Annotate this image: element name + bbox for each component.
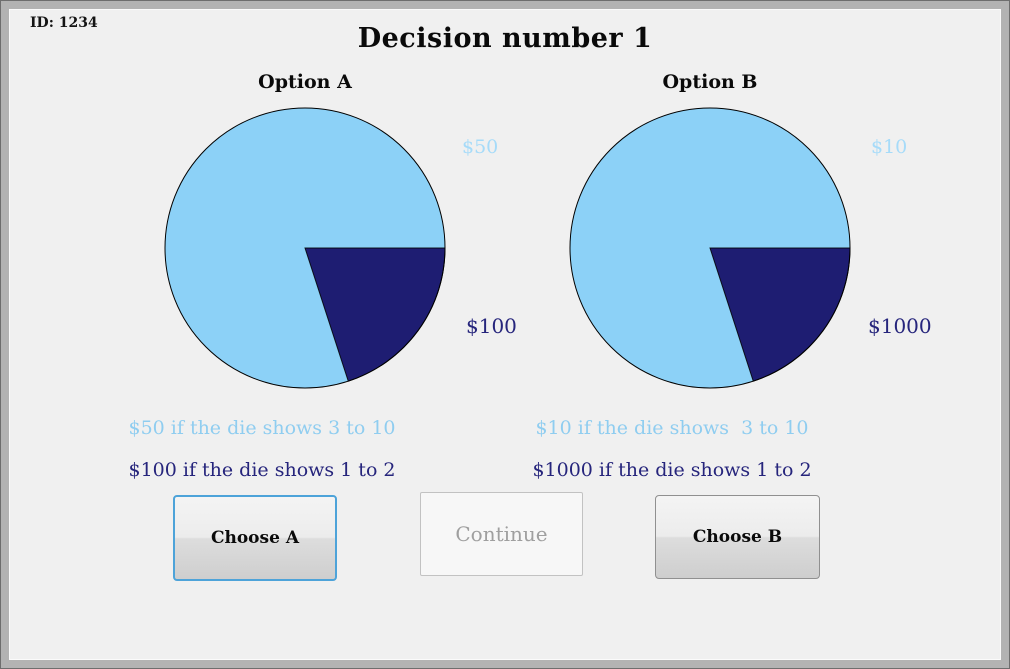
option-b-title: Option B (662, 71, 758, 93)
choose-a-button[interactable]: Choose A (173, 495, 337, 581)
option-b-high-payoff-label: $10 (871, 136, 908, 158)
option-b-low-outcome-text: $1000 if the die shows 1 to 2 (532, 459, 812, 481)
participant-id-label: ID: 1234 (30, 15, 98, 31)
option-b-pie-chart (569, 107, 851, 389)
page-title: Decision number 1 (357, 23, 653, 54)
choose-b-button[interactable]: Choose B (655, 495, 820, 579)
window-content: ID: 1234 Decision number 1 Option A $50 … (9, 9, 1001, 660)
option-a-pie-chart (164, 107, 446, 389)
option-a-pie-outline (164, 107, 446, 389)
option-a-high-payoff-label: $50 (462, 136, 499, 158)
continue-button[interactable]: Continue (420, 492, 583, 576)
option-b-low-payoff-label: $1000 (868, 314, 932, 338)
option-b-pie-outline (569, 107, 851, 389)
option-b-high-outcome-text: $10 if the die shows 3 to 10 (535, 417, 809, 439)
option-a-high-outcome-text: $50 if the die shows 3 to 10 (128, 417, 396, 439)
option-a-title: Option A (258, 71, 352, 93)
option-a-low-payoff-label: $100 (466, 314, 517, 338)
option-a-low-outcome-text: $100 if the die shows 1 to 2 (128, 459, 396, 481)
